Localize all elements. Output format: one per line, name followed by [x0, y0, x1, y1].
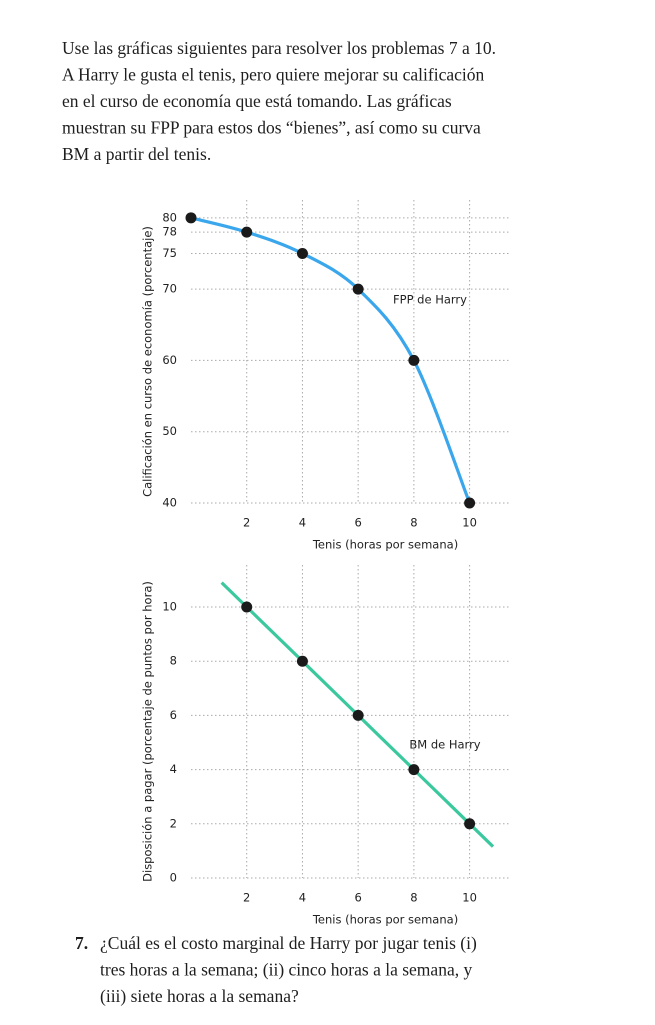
- data-point: [241, 226, 253, 238]
- data-point: [185, 212, 197, 224]
- y-tick-label: 40: [162, 496, 177, 510]
- series-label: FPP de Harry: [393, 293, 467, 307]
- paragraph-line: en el curso de economía que está tomando…: [62, 91, 452, 111]
- y-tick-label: 4: [170, 762, 177, 776]
- y-tick-label: 50: [162, 424, 177, 438]
- y-tick-label: 8: [170, 654, 177, 668]
- x-tick-label: 8: [410, 891, 417, 905]
- y-tick-label: 70: [162, 282, 177, 296]
- y-tick-label: 0: [170, 871, 177, 885]
- x-tick-label: 10: [462, 891, 477, 905]
- y-tick-label: 75: [162, 246, 177, 260]
- x-tick-label: 2: [243, 516, 250, 530]
- x-tick-label: 10: [462, 516, 477, 530]
- x-tick-label: 6: [354, 891, 361, 905]
- data-point: [352, 709, 364, 721]
- data-point: [464, 818, 476, 830]
- paragraph-line: muestran su FPP para estos dos “bienes”,…: [62, 118, 481, 138]
- question-line: ¿Cuál es el costo marginal de Harry por …: [100, 933, 477, 953]
- data-point: [352, 283, 364, 295]
- data-point: [464, 497, 476, 509]
- data-point: [296, 247, 308, 259]
- paragraph-line: BM a partir del tenis.: [62, 144, 211, 164]
- y-axis-label: Calificación en curso de economía (porce…: [141, 226, 155, 497]
- question-line: (iii) siete horas a la semana?: [100, 986, 299, 1006]
- series-label: BM de Harry: [409, 738, 480, 752]
- x-tick-label: 2: [243, 891, 250, 905]
- x-tick-label: 8: [410, 516, 417, 530]
- paragraph-line: A Harry le gusta el tenis, pero quiere m…: [62, 65, 485, 85]
- y-tick-label: 80: [162, 210, 177, 224]
- y-tick-label: 78: [162, 225, 177, 239]
- y-tick-label: 60: [162, 353, 177, 367]
- y-tick-label: 10: [162, 600, 177, 614]
- x-tick-label: 4: [299, 891, 306, 905]
- data-point: [408, 354, 420, 366]
- x-axis-label: Tenis (horas por semana): [312, 538, 458, 552]
- y-tick-label: 6: [170, 708, 177, 722]
- question-number: 7.: [75, 933, 88, 953]
- question-line: tres horas a la semana; (ii) cinco horas…: [100, 960, 472, 980]
- y-axis-label: Disposición a pagar (porcentaje de punto…: [141, 581, 155, 882]
- x-axis-label: Tenis (horas por semana): [312, 913, 458, 927]
- y-tick-label: 2: [170, 816, 177, 830]
- data-point: [408, 764, 420, 776]
- data-point: [241, 601, 253, 613]
- paragraph-line: Use las gráficas siguientes para resolve…: [62, 38, 496, 58]
- data-point: [296, 655, 308, 667]
- x-tick-label: 6: [354, 516, 361, 530]
- x-tick-label: 4: [299, 516, 306, 530]
